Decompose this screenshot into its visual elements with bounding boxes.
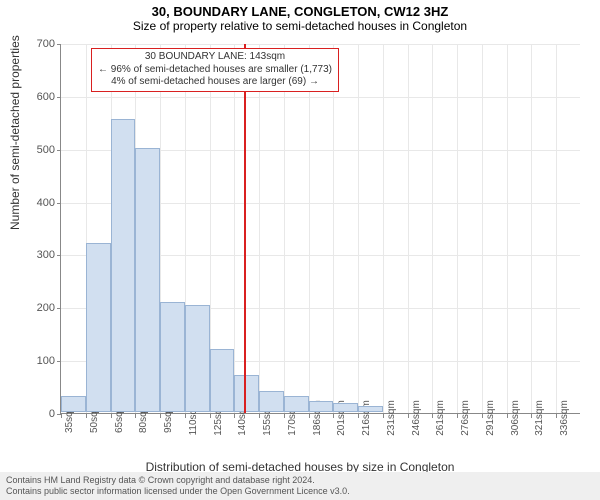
xtick-label: 231sqm	[386, 400, 397, 436]
ytick-label: 100	[15, 355, 55, 367]
ytick-label: 500	[15, 144, 55, 156]
xtick-label: 246sqm	[411, 400, 422, 436]
xtick-label: 276sqm	[460, 400, 471, 436]
annotation-line: 4% of semi-detached houses are larger (6…	[98, 76, 332, 89]
plot-region: 010020030040050060070035sqm50sqm65sqm80s…	[60, 44, 580, 414]
footer-line2: Contains public sector information licen…	[6, 486, 594, 497]
xtick-label: 336sqm	[559, 400, 570, 436]
annotation-line: ← 96% of semi-detached houses are smalle…	[98, 64, 332, 77]
histogram-bar	[61, 396, 86, 412]
chart-area: 010020030040050060070035sqm50sqm65sqm80s…	[60, 44, 580, 414]
histogram-bar	[234, 375, 259, 412]
histogram-bar	[259, 391, 284, 412]
chart-container: 30, BOUNDARY LANE, CONGLETON, CW12 3HZ S…	[0, 0, 600, 500]
ytick-label: 700	[15, 38, 55, 50]
ytick-label: 0	[15, 408, 55, 420]
reference-line	[244, 44, 246, 413]
xtick-label: 291sqm	[485, 400, 496, 436]
footer-line1: Contains HM Land Registry data © Crown c…	[6, 475, 594, 486]
histogram-bar	[333, 403, 358, 413]
ytick-label: 300	[15, 249, 55, 261]
ytick-label: 600	[15, 91, 55, 103]
chart-subtitle: Size of property relative to semi-detach…	[0, 19, 600, 35]
chart-title: 30, BOUNDARY LANE, CONGLETON, CW12 3HZ	[0, 0, 600, 19]
histogram-bar	[309, 401, 334, 412]
histogram-bar	[284, 396, 309, 412]
footer-attribution: Contains HM Land Registry data © Crown c…	[0, 472, 600, 500]
histogram-bar	[160, 302, 185, 412]
histogram-bar	[111, 119, 136, 412]
annotation-line: 30 BOUNDARY LANE: 143sqm	[98, 51, 332, 64]
histogram-bar	[358, 406, 383, 412]
ytick-label: 200	[15, 302, 55, 314]
xtick-label: 261sqm	[435, 400, 446, 436]
histogram-bar	[210, 349, 235, 412]
histogram-bar	[135, 148, 160, 412]
ytick-label: 400	[15, 197, 55, 209]
histogram-bar	[185, 305, 210, 412]
histogram-bar	[86, 243, 111, 412]
xtick-label: 321sqm	[534, 400, 545, 436]
xtick-label: 306sqm	[510, 400, 521, 436]
annotation-box: 30 BOUNDARY LANE: 143sqm← 96% of semi-de…	[91, 48, 339, 92]
